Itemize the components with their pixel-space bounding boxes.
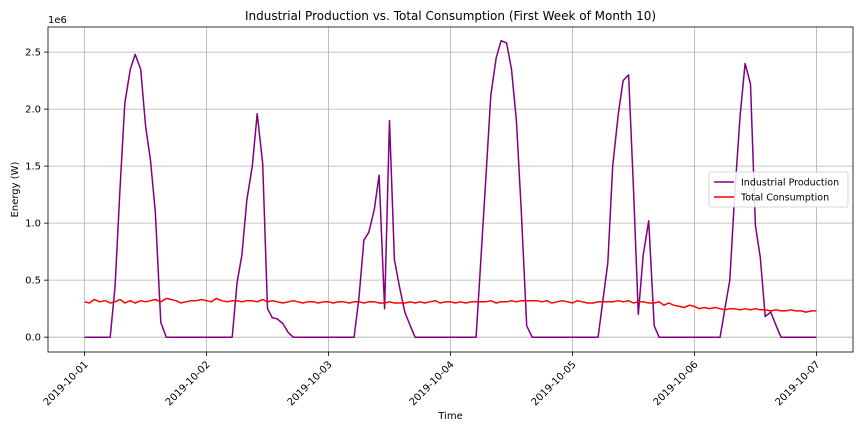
plot-area xyxy=(84,39,817,338)
legend-label: Industrial Production xyxy=(741,178,839,189)
grid xyxy=(48,27,853,352)
x-axis-label: Time xyxy=(437,411,462,422)
y-tick-label: 1.5 xyxy=(25,162,41,173)
y-tick-label: 2.5 xyxy=(25,48,41,59)
y-tick-label: 1.0 xyxy=(25,219,41,230)
y-axis-multiplier: 1e6 xyxy=(48,15,67,26)
y-tick-label: 0.0 xyxy=(25,333,41,344)
y-tick-label: 0.5 xyxy=(25,276,41,287)
chart-title: Industrial Production vs. Total Consumpt… xyxy=(245,9,656,23)
legend-box xyxy=(708,171,849,208)
series-line-industrial-production xyxy=(84,39,817,338)
y-axis-label: Energy (W) xyxy=(10,161,21,217)
plot-frame xyxy=(47,26,854,353)
y-tick-label: 2.0 xyxy=(25,105,41,116)
legend-label: Total Consumption xyxy=(740,193,829,204)
legend: Industrial Production Total Consumption xyxy=(708,171,849,208)
series-line-total-consumption xyxy=(84,297,817,313)
